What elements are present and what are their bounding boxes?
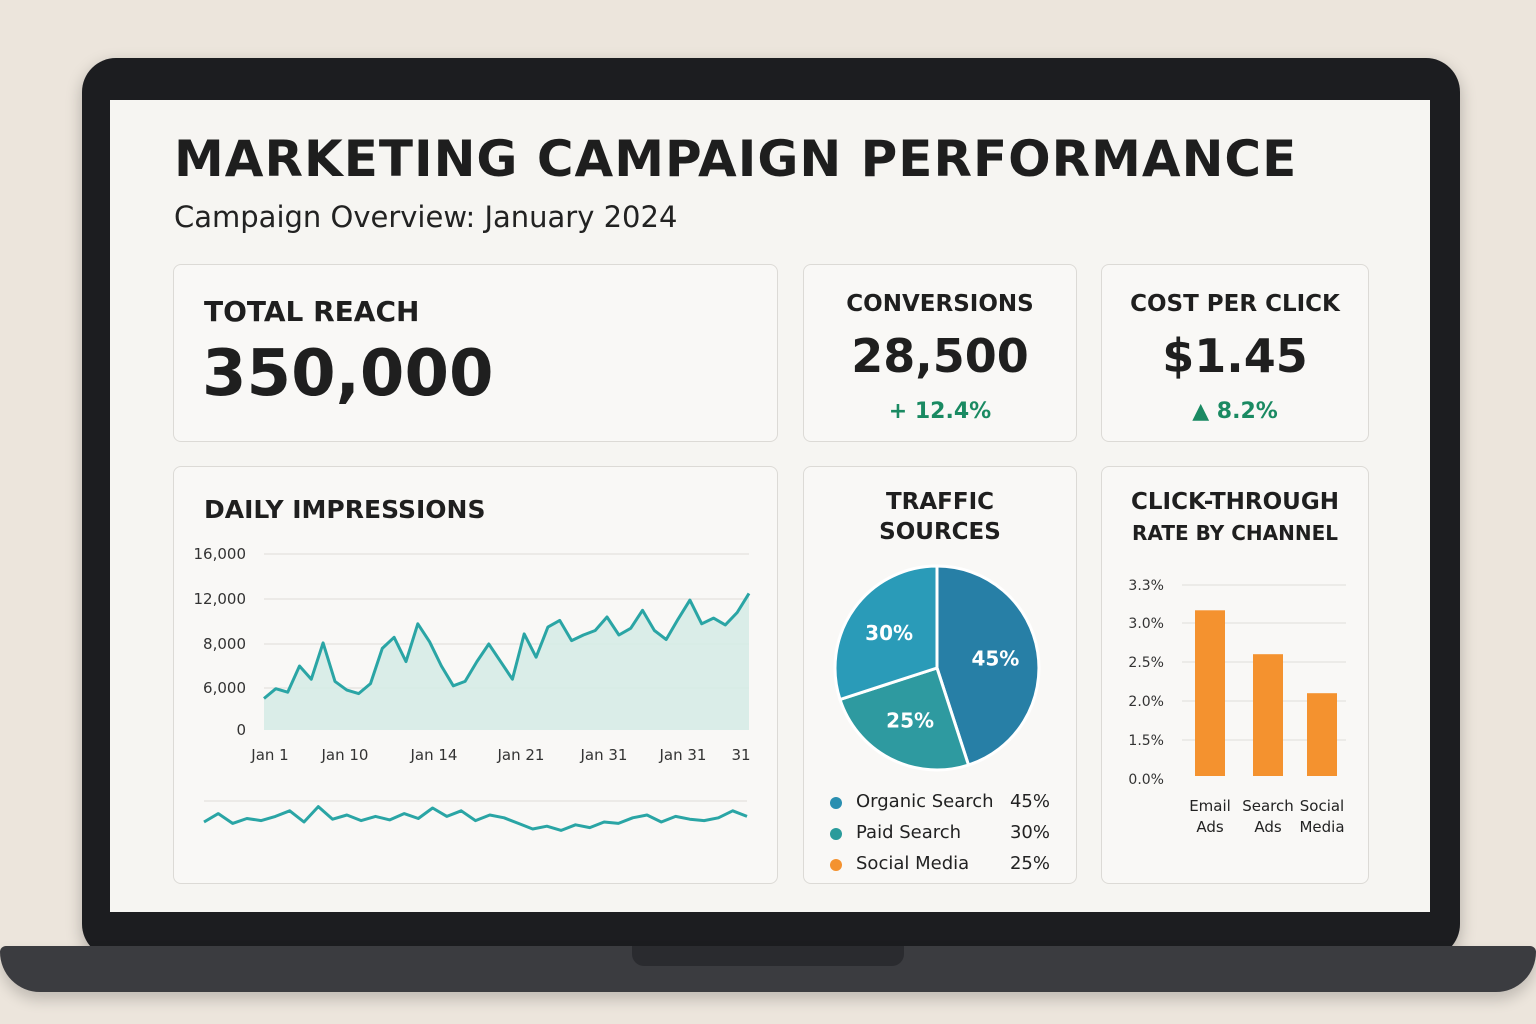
conversions-delta: + 12.4% xyxy=(888,399,992,424)
ctr-bar xyxy=(1253,654,1283,776)
conversions-card: CONVERSIONS 28,500 + 12.4% xyxy=(803,264,1077,442)
legend-label: Organic Search xyxy=(856,791,994,812)
legend-label: Social Media xyxy=(856,853,970,874)
conversions-value: 28,500 xyxy=(851,329,1029,383)
pie-slice-label: 25% xyxy=(886,709,934,733)
impressions-x-tick: Jan 14 xyxy=(410,746,458,764)
ctr-x-label: Search xyxy=(1242,797,1294,815)
legend-value: 25% xyxy=(1009,853,1050,874)
traffic-sources-title-line2: SOURCES xyxy=(879,519,1001,545)
legend-item: Organic Search 45% xyxy=(830,791,1050,815)
pie-slice xyxy=(833,564,939,702)
traffic-sources-card: TRAFFIC SOURCES 45% 25% 30% Organic Search… xyxy=(803,466,1077,884)
total-reach-label: TOTAL REACH xyxy=(204,295,420,328)
impressions-sparkline xyxy=(203,805,748,832)
ctr-x-label: Ads xyxy=(1196,818,1224,836)
ctr-bar-chart: 3.3% 3.0% 2.5% 2.0% 1.5% 0.0% Email Ads Search Ad… xyxy=(1128,578,1346,836)
legend-item: Social Media 25% xyxy=(830,853,1050,877)
impressions-y-tick: 6,000 xyxy=(203,679,246,697)
impressions-y-tick: 8,000 xyxy=(203,635,246,653)
impressions-line xyxy=(263,592,751,700)
ctr-x-label: Media xyxy=(1299,818,1344,836)
pie-slice xyxy=(838,666,971,772)
ctr-title-line1: CLICK-THROUGH xyxy=(1131,489,1339,515)
impressions-x-tick: Jan 1 xyxy=(250,746,288,764)
ctr-bar xyxy=(1195,610,1225,776)
legend-value: 30% xyxy=(1009,822,1050,843)
pie-slice xyxy=(935,564,1041,767)
ctr-y-tick: 1.5% xyxy=(1128,733,1164,749)
cost-per-click-value: $1.45 xyxy=(1162,329,1308,383)
traffic-sources-title-line1: TRAFFIC xyxy=(885,489,995,515)
daily-impressions-card: DAILY IMPRESSIONS 16,000 12,000 8,000 6,000… xyxy=(173,466,778,884)
page-title: MARKETING CAMPAIGN PERFORMANCE xyxy=(174,130,1298,188)
total-reach-value: 350,000 xyxy=(202,337,494,411)
legend-item: Paid Search 30% xyxy=(830,822,1050,846)
impressions-y-tick: 0 xyxy=(236,721,246,739)
ctr-x-label: Ads xyxy=(1254,818,1282,836)
ctr-card: CLICK-THROUGH RATE BY CHANNEL 3.3% 3.0% 2.… xyxy=(1101,466,1369,884)
pie-slice-label: 45% xyxy=(971,647,1019,671)
daily-impressions-title: DAILY IMPRESSIONS xyxy=(204,495,486,524)
ctr-y-tick: 3.3% xyxy=(1128,578,1164,594)
ctr-x-label: Social xyxy=(1300,797,1344,815)
ctr-title-line2: RATE BY CHANNEL xyxy=(1132,521,1338,545)
ctr-y-tick: 0.0% xyxy=(1128,772,1164,788)
impressions-area xyxy=(264,593,749,730)
impressions-x-tick: Jan 31 xyxy=(659,746,707,764)
impressions-y-tick: 12,000 xyxy=(194,590,247,608)
ctr-x-label: Email xyxy=(1189,797,1231,815)
total-reach-card: TOTAL REACH 350,000 xyxy=(173,264,778,442)
legend-swatch xyxy=(830,797,842,809)
ctr-bar xyxy=(1307,693,1337,776)
conversions-label: CONVERSIONS xyxy=(846,291,1034,317)
legend-value: 45% xyxy=(1009,791,1050,812)
impressions-x-tick: 31 xyxy=(731,746,750,764)
ctr-y-tick: 3.0% xyxy=(1128,616,1164,632)
laptop-notch xyxy=(632,946,904,966)
impressions-x-tick: Jan 31 xyxy=(580,746,628,764)
traffic-sources-pie: 45% 25% 30% xyxy=(833,564,1041,772)
impressions-y-tick: 16,000 xyxy=(194,545,247,563)
pie-slice-label: 30% xyxy=(865,621,913,645)
page-subtitle: Campaign Overview: January 2024 xyxy=(174,200,678,234)
legend-swatch xyxy=(830,828,842,840)
legend-label: Paid Search xyxy=(856,822,962,843)
ctr-y-tick: 2.0% xyxy=(1128,694,1164,710)
dashboard-screen: MARKETING CAMPAIGN PERFORMANCE Campaign … xyxy=(110,100,1430,912)
cost-per-click-card: COST PER CLICK $1.45 ▲ 8.2% xyxy=(1101,264,1369,442)
cost-per-click-delta: ▲ 8.2% xyxy=(1192,399,1278,424)
ctr-y-tick: 2.5% xyxy=(1128,655,1164,671)
impressions-x-tick: Jan 10 xyxy=(321,746,369,764)
cost-per-click-label: COST PER CLICK xyxy=(1130,291,1340,317)
legend-swatch xyxy=(830,859,842,871)
impressions-x-tick: Jan 21 xyxy=(497,746,545,764)
